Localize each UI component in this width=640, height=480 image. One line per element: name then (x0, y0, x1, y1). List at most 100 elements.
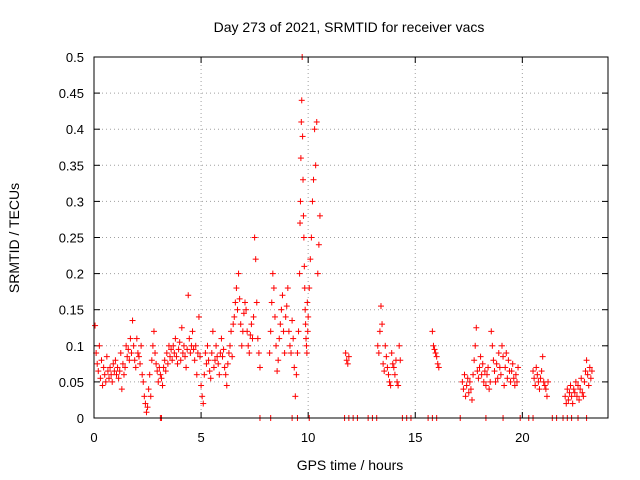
data-point (486, 386, 493, 393)
data-point (538, 368, 545, 375)
data-point (433, 353, 440, 360)
data-point (140, 378, 147, 385)
data-point (569, 400, 576, 407)
data-point (397, 357, 404, 364)
data-point (293, 371, 300, 378)
data-point (513, 378, 520, 385)
data-point (465, 389, 472, 396)
data-point (545, 378, 552, 385)
data-point (294, 350, 301, 357)
data-point (466, 378, 473, 385)
data-point (535, 378, 542, 385)
data-point (543, 393, 550, 400)
data-point (270, 285, 277, 292)
data-point (94, 360, 101, 367)
data-point (241, 299, 248, 306)
data-point (385, 371, 392, 378)
data-point (103, 353, 110, 360)
data-point (220, 346, 227, 353)
data-point (236, 295, 243, 302)
data-point (508, 368, 515, 375)
data-point (219, 353, 226, 360)
data-point (308, 234, 315, 241)
data-point (571, 389, 578, 396)
data-point (134, 350, 141, 357)
y-tick-label: 0.2 (66, 267, 84, 282)
data-point (490, 357, 497, 364)
data-point (283, 303, 290, 310)
data-point (289, 317, 296, 324)
data-point (507, 378, 514, 385)
data-point (195, 313, 202, 320)
data-point (296, 270, 303, 277)
data-point (248, 321, 255, 328)
data-point (493, 360, 500, 367)
data-point (128, 350, 135, 357)
data-point (566, 389, 573, 396)
data-point (460, 386, 467, 393)
data-point (251, 234, 258, 241)
plot-frame (93, 56, 609, 419)
data-point (173, 353, 180, 360)
data-point (541, 382, 548, 389)
data-point (278, 306, 285, 313)
data-point (164, 360, 171, 367)
data-point (306, 285, 313, 292)
y-tick-label: 0 (77, 411, 84, 426)
data-point (280, 328, 287, 335)
y-tick-label: 0.4 (66, 122, 84, 137)
data-point (231, 313, 238, 320)
data-point (179, 350, 186, 357)
data-point (129, 317, 136, 324)
data-point (214, 353, 221, 360)
data-point (111, 368, 118, 375)
data-point (230, 321, 237, 328)
data-point (232, 299, 239, 306)
data-point (564, 386, 571, 393)
data-point (469, 396, 476, 403)
data-point (160, 364, 167, 371)
data-point (138, 342, 145, 349)
data-point (297, 220, 304, 227)
data-point (223, 382, 230, 389)
data-point (178, 324, 185, 331)
data-point (291, 364, 298, 371)
data-point (298, 97, 305, 104)
data-point (311, 126, 318, 133)
data-point (212, 357, 219, 364)
data-point (104, 368, 111, 375)
data-point (224, 360, 231, 367)
data-point (199, 393, 206, 400)
data-point (298, 118, 305, 125)
data-point (301, 263, 308, 270)
data-point (432, 350, 439, 357)
data-point (343, 357, 350, 364)
data-point (130, 342, 137, 349)
data-point (143, 409, 150, 416)
data-point (144, 404, 151, 411)
data-point (580, 393, 587, 400)
data-point (170, 342, 177, 349)
data-point (155, 378, 162, 385)
y-tick-label: 0.1 (66, 339, 84, 354)
data-point (171, 350, 178, 357)
data-point (302, 321, 309, 328)
data-point (276, 335, 283, 342)
data-point (152, 350, 159, 357)
data-point (120, 371, 127, 378)
data-point (505, 357, 512, 364)
data-point (142, 400, 149, 407)
data-point (510, 375, 517, 382)
data-point (149, 342, 156, 349)
data-point (218, 335, 225, 342)
data-point (314, 270, 321, 277)
data-point (374, 342, 381, 349)
data-point (213, 342, 220, 349)
data-point (153, 360, 160, 367)
data-point (225, 350, 232, 357)
data-point (530, 368, 537, 375)
data-point (112, 357, 119, 364)
data-point (95, 368, 102, 375)
data-point (145, 386, 152, 393)
